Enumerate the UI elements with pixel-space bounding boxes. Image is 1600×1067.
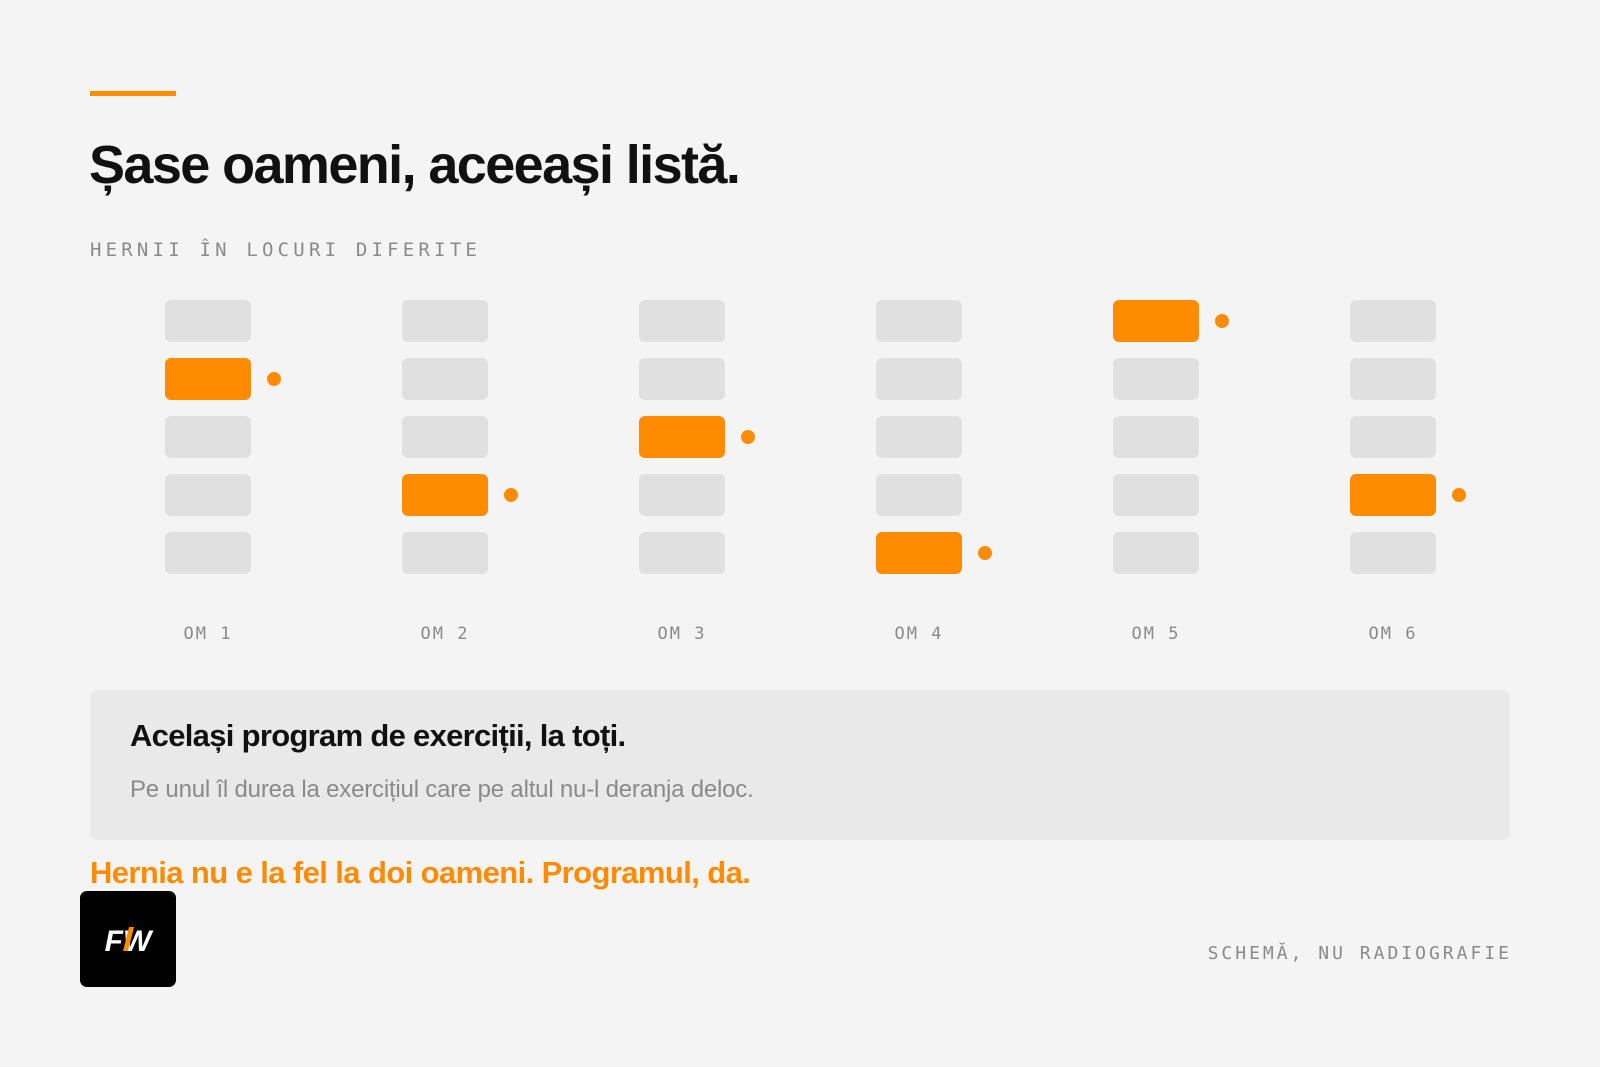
vertebra-segment <box>639 532 725 574</box>
vertebra-segment <box>1350 300 1436 342</box>
person-label: OM 6 <box>1368 624 1418 644</box>
vertebra-segment <box>165 474 251 516</box>
vertebra-segment <box>402 358 488 400</box>
spine-diagram: OM 1 OM 2 OM 3 OM 4 OM 5 OM 6 <box>165 0 1510 660</box>
vertebra-segment-hernia <box>165 358 251 400</box>
vertebra-segment <box>1113 358 1199 400</box>
vertebra-segment <box>639 358 725 400</box>
hernia-marker-dot <box>1452 488 1466 502</box>
accent-line <box>90 91 176 96</box>
vertebra-segment <box>876 300 962 342</box>
conclusion-text: Hernia nu e la fel la doi oameni. Progra… <box>90 855 751 890</box>
vertebra-segment <box>639 474 725 516</box>
person-column: OM 3 <box>639 0 799 660</box>
person-column: OM 5 <box>1113 0 1273 660</box>
vertebra-segment-hernia <box>1350 474 1436 516</box>
vertebra-segment-hernia <box>639 416 725 458</box>
vertebra-segment <box>402 416 488 458</box>
person-column: OM 1 <box>165 0 325 660</box>
vertebra-segment <box>1113 532 1199 574</box>
vertebra-segment <box>876 474 962 516</box>
vertebra-segment <box>165 532 251 574</box>
vertebra-segment-hernia <box>876 532 962 574</box>
brand-logo: FW <box>80 891 176 987</box>
hernia-marker-dot <box>267 372 281 386</box>
vertebra-segment <box>402 300 488 342</box>
section-subtitle: HERNII ÎN LOCURI DIFERITE <box>90 239 481 261</box>
card-text: Pe unul îl durea la exercițiul care pe a… <box>130 776 754 803</box>
vertebra-segment <box>402 532 488 574</box>
logo-accent-stroke <box>123 927 135 951</box>
card-title: Același program de exerciții, la toți. <box>130 718 626 753</box>
person-label: OM 1 <box>183 624 233 644</box>
vertebra-segment <box>1350 532 1436 574</box>
vertebra-segment <box>639 300 725 342</box>
person-label: OM 2 <box>420 624 470 644</box>
info-card: Același program de exerciții, la toți. P… <box>90 690 1510 840</box>
person-label: OM 5 <box>1131 624 1181 644</box>
person-label: OM 3 <box>657 624 707 644</box>
hernia-marker-dot <box>741 430 755 444</box>
hernia-marker-dot <box>1215 314 1229 328</box>
page-title: Șase oameni, aceeași listă. <box>89 135 741 195</box>
vertebra-segment <box>165 300 251 342</box>
vertebra-segment <box>1113 474 1199 516</box>
person-label: OM 4 <box>894 624 944 644</box>
vertebra-segment-hernia <box>402 474 488 516</box>
person-column: OM 2 <box>402 0 562 660</box>
vertebra-segment-hernia <box>1113 300 1199 342</box>
hernia-marker-dot <box>504 488 518 502</box>
hernia-marker-dot <box>978 546 992 560</box>
fw-logo-icon: FW <box>105 925 154 958</box>
vertebra-segment <box>1350 416 1436 458</box>
vertebra-segment <box>1350 358 1436 400</box>
person-column: OM 4 <box>876 0 1036 660</box>
vertebra-segment <box>165 416 251 458</box>
vertebra-segment <box>1113 416 1199 458</box>
footnote: SCHEMĂ, NU RADIOGRAFIE <box>1207 943 1512 964</box>
vertebra-segment <box>876 416 962 458</box>
person-column: OM 6 <box>1350 0 1510 660</box>
vertebra-segment <box>876 358 962 400</box>
